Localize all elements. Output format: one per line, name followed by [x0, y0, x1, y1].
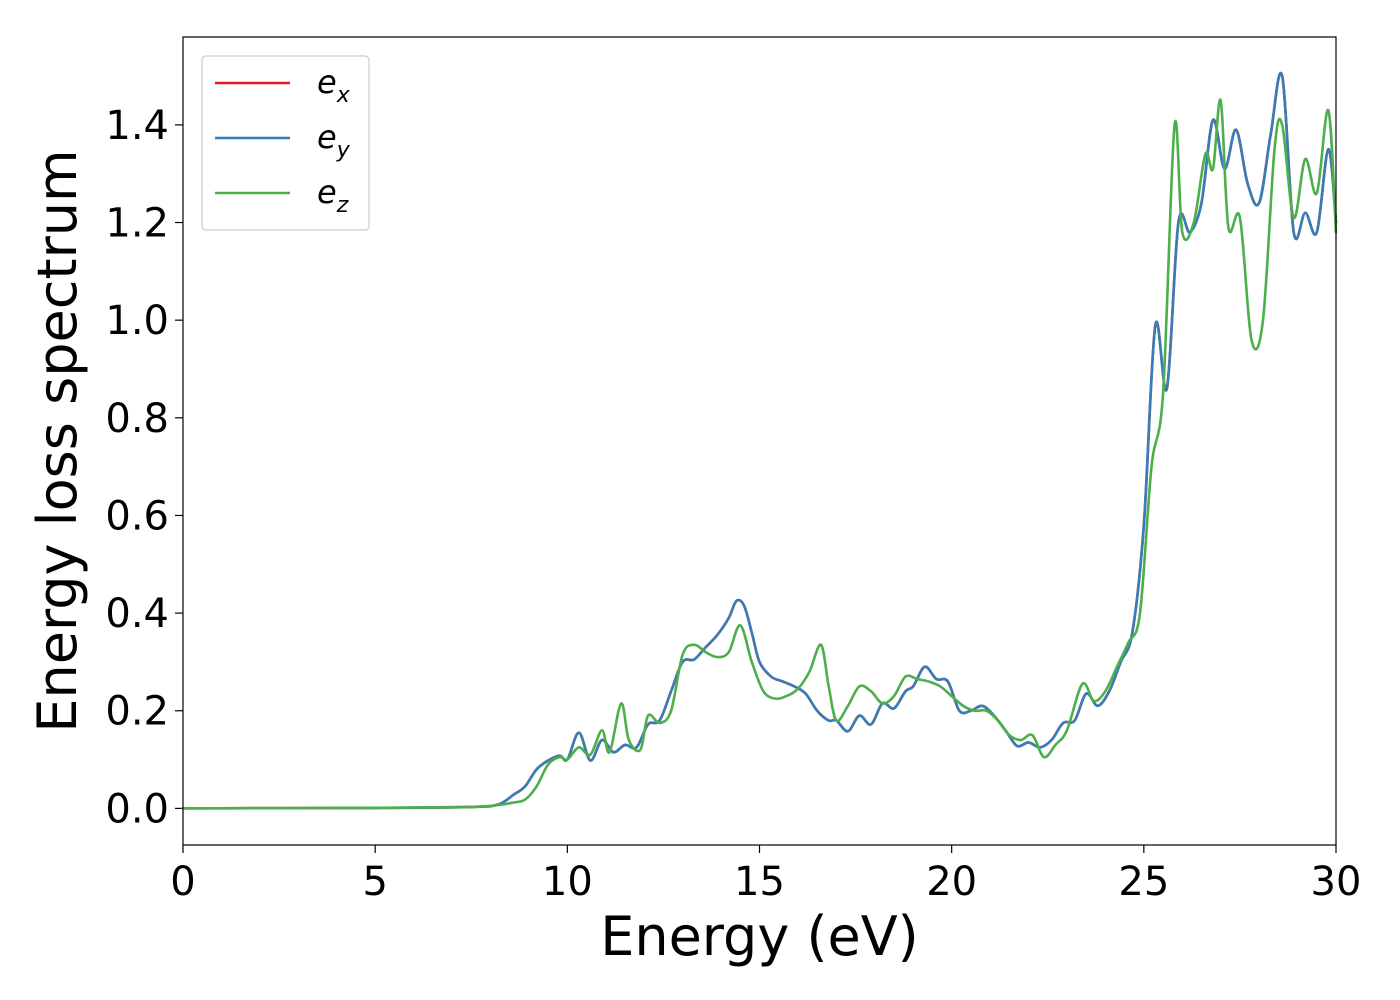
series-line-ez — [181, 98, 1338, 810]
x-tick-label: 5 — [362, 859, 387, 905]
x-axis-ticks: 0 5 10 15 20 25 30 — [170, 845, 1361, 905]
legend-label-ex: ex — [317, 63, 351, 108]
legend-label-ez: ez — [317, 173, 349, 218]
y-tick-label: 1.0 — [105, 298, 169, 344]
x-tick-label: 20 — [926, 859, 977, 905]
series-line-ey — [181, 71, 1338, 810]
legend: ex ey ez — [201, 55, 370, 231]
y-tick-label: 0.8 — [105, 396, 169, 442]
y-tick-label: 0.6 — [105, 493, 169, 539]
y-tick-label: 0.4 — [105, 591, 169, 637]
x-tick-label: 30 — [1311, 859, 1362, 905]
x-axis-label: Energy (eV) — [600, 905, 919, 968]
x-tick-label: 25 — [1118, 859, 1169, 905]
y-tick-label: 0.0 — [105, 786, 169, 832]
legend-box — [201, 55, 370, 231]
y-axis-label: Energy loss spectrum — [26, 149, 89, 732]
x-tick-label: 15 — [734, 859, 785, 905]
series-lines — [181, 71, 1338, 810]
x-tick-label: 10 — [542, 859, 593, 905]
y-tick-label: 1.4 — [105, 103, 169, 149]
y-axis-ticks: 0.0 0.2 0.4 0.6 0.8 1.0 1.2 1.4 — [105, 103, 183, 832]
plot-frame — [182, 36, 1337, 846]
legend-label-ey: ey — [317, 118, 351, 163]
y-tick-label: 0.2 — [105, 689, 169, 735]
x-tick-label: 0 — [170, 859, 195, 905]
y-tick-label: 1.2 — [105, 201, 169, 247]
